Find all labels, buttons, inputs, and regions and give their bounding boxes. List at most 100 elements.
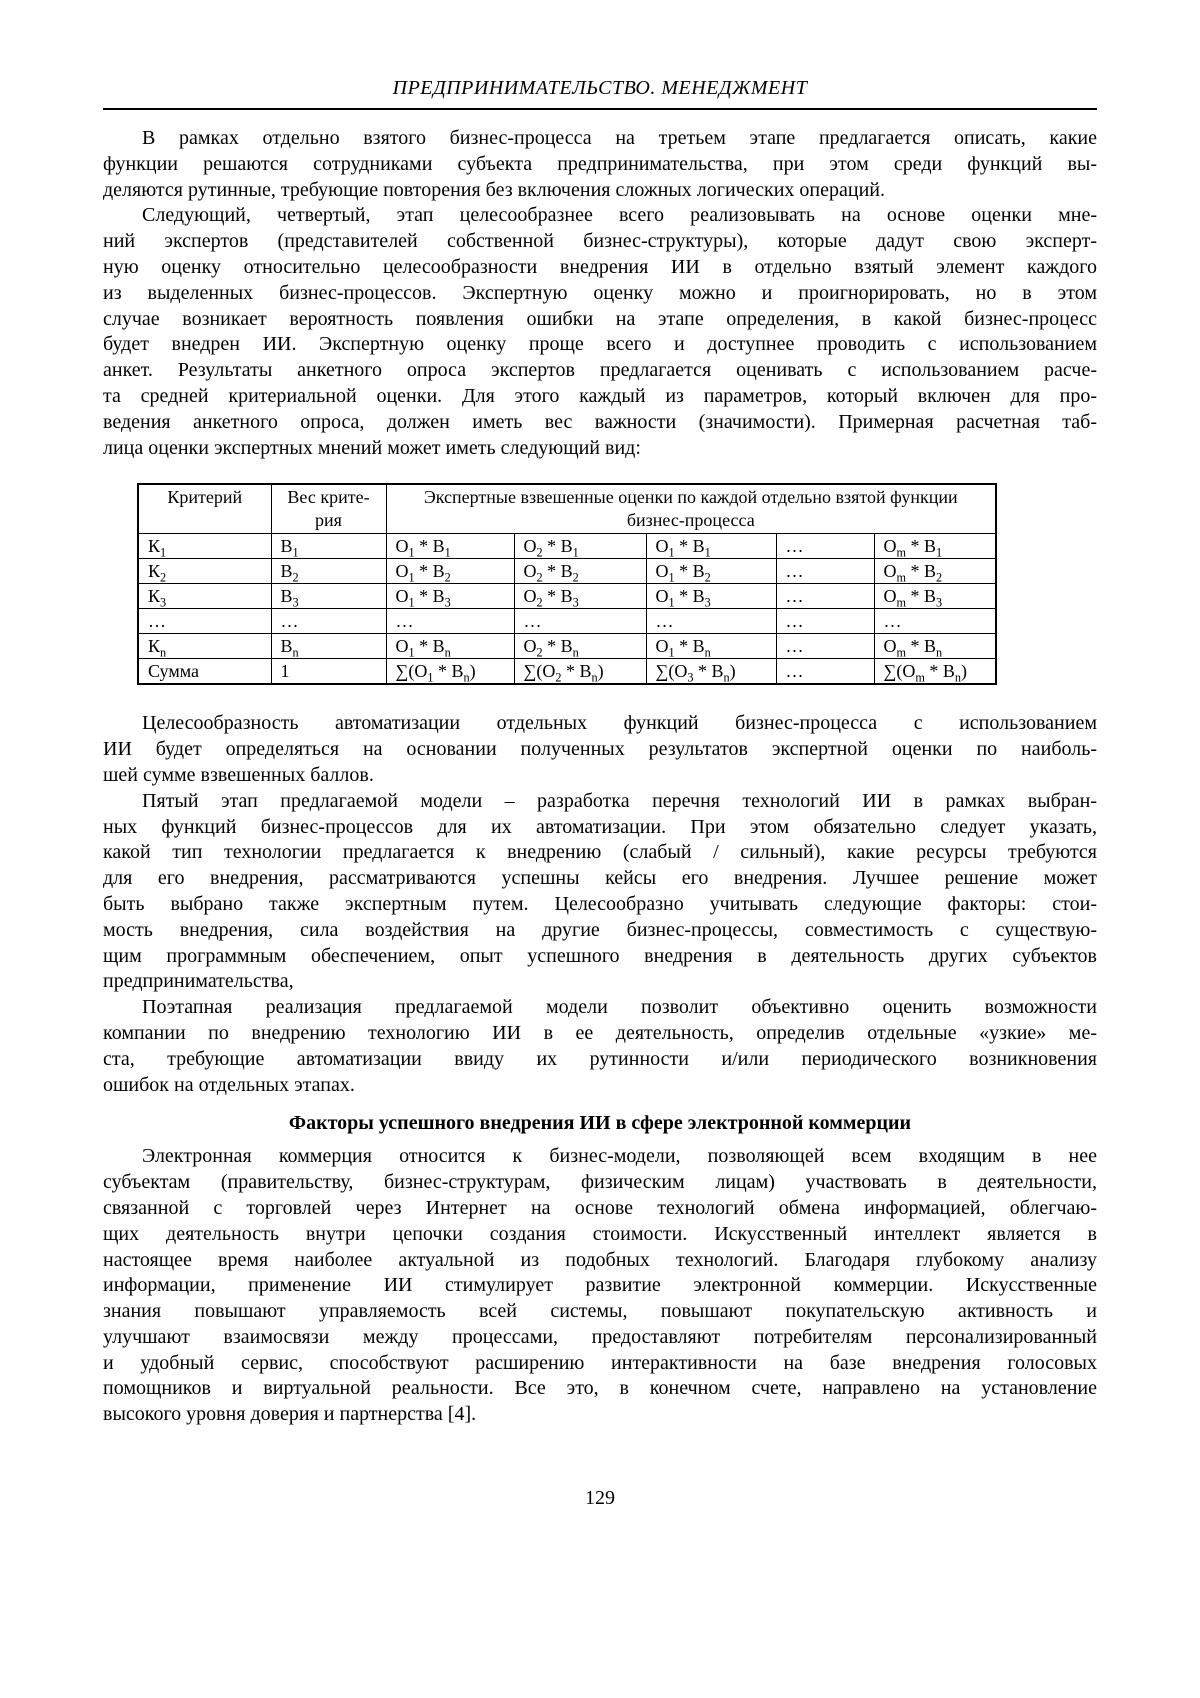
table-row: Кn Вn О1 * Вn О2 * Вn О1 * Вn… Оm * Вn bbox=[137, 633, 997, 660]
body-line: мость внедрения, сила воздействия на дру… bbox=[103, 918, 1097, 941]
table-cell: ∑(О2 * Вn) bbox=[513, 658, 647, 685]
body-line: Пятый этап предлагаемой модели – разрабо… bbox=[142, 789, 1097, 812]
body-line: Следующий, четвертый, этап целесообразне… bbox=[142, 204, 1097, 227]
col-header-criterion: Критерий bbox=[137, 483, 272, 535]
body-line: компании по внедрению технологию ИИ в ее… bbox=[103, 1021, 1097, 1044]
body-line: ных функций бизнес-процессов для их авто… bbox=[103, 815, 1097, 838]
body-line: высокого уровня доверия и партнерства [4… bbox=[103, 1403, 477, 1426]
table-cell: О2 * В3 bbox=[513, 583, 647, 610]
table-row: К2 В2 О1 * В2 О2 * В2 О1 * В2… Оm * В2 bbox=[137, 558, 997, 585]
table-cell: … bbox=[775, 658, 875, 685]
table-row: К1 В1 О1 * В1 О2 * В1 О1 * В1… Оm * В1 bbox=[137, 533, 997, 560]
body-line: информации, применение ИИ стимулирует ра… bbox=[103, 1274, 1097, 1297]
table-cell: ∑(О1 * Вn) bbox=[385, 658, 515, 685]
col-header-weight-line: Вес крите- bbox=[287, 487, 370, 508]
table-cell: Оm * В1 bbox=[873, 533, 997, 560]
body-line: предпринимательства, bbox=[103, 970, 294, 993]
paragraph: Пятый этап предлагаемой модели – разрабо… bbox=[103, 789, 1097, 995]
body-line: связанной с торговлей через Интернет на … bbox=[103, 1196, 1097, 1219]
body-line: Целесообразность автоматизации отдельных… bbox=[142, 712, 1097, 735]
col-header-expert-line: бизнес-процесса bbox=[626, 510, 755, 531]
table-cell: О2 * Вn bbox=[513, 633, 647, 660]
body-line: из выделенных бизнес-процессов. Экспертн… bbox=[103, 281, 1097, 304]
table-cell: О1 * Вn bbox=[645, 633, 777, 660]
header-rule bbox=[103, 108, 1097, 110]
table-cell: … bbox=[137, 608, 272, 635]
table-cell: О1 * В1 bbox=[385, 533, 515, 560]
body-line: будет внедрен ИИ. Экспертную оценку прощ… bbox=[103, 333, 1097, 356]
table-cell: Оm * В2 bbox=[873, 558, 997, 585]
table-cell: О1 * В2 bbox=[385, 558, 515, 585]
table-row: К3 В3 О1 * В3 О2 * В3 О1 * В3… Оm * В3 bbox=[137, 583, 997, 610]
table-cell: О1 * Вn bbox=[385, 633, 515, 660]
table-cell: О2 * В2 bbox=[513, 558, 647, 585]
body-line: щим программным обеспечением, опыт успеш… bbox=[103, 944, 1097, 967]
table-cell: Сумма bbox=[137, 658, 272, 685]
expert-scores-table: Критерий Вес крите- рия Экспертные взвеш… bbox=[137, 483, 998, 686]
paragraph: Следующий, четвертый, этап целесообразне… bbox=[103, 203, 1097, 461]
table-cell: К3 bbox=[137, 583, 272, 610]
table-cell: Вn bbox=[270, 633, 387, 660]
body-line: для его внедрения, рассматриваются успеш… bbox=[103, 867, 1097, 890]
paragraph: В рамках отдельно взятого бизнес-процесс… bbox=[103, 126, 1097, 203]
body-line: Поэтапная реализация предлагаемой модели… bbox=[142, 996, 1097, 1019]
table-cell: В1 bbox=[270, 533, 387, 560]
col-header-weight: Вес крите- рия bbox=[270, 483, 387, 535]
body-line: ИИ будет определяться на основании получ… bbox=[103, 738, 1097, 761]
body-line: ную оценку относительно целесообразности… bbox=[103, 255, 1097, 278]
running-head: ПРЕДПРИНИМАТЕЛЬСТВО. МЕНЕДЖМЕНТ bbox=[103, 76, 1097, 110]
body-line: ний экспертов (представителей собственно… bbox=[103, 230, 1097, 253]
table-cell: ∑(Оm * Вn) bbox=[873, 658, 997, 685]
page-number: 129 bbox=[585, 1487, 615, 1509]
body-line: улучшают взаимосвязи между процессами, п… bbox=[103, 1325, 1097, 1348]
table-cell: ∑(О3 * Вn) bbox=[645, 658, 777, 685]
body-line: анкет. Результаты анкетного опроса экспе… bbox=[103, 359, 1097, 382]
col-header-expert-line: Экспертные взвешенные оценки по каждой о… bbox=[423, 487, 958, 508]
table-cell: … bbox=[775, 608, 875, 635]
table-cell: … bbox=[775, 583, 875, 610]
table-cell: … bbox=[385, 608, 515, 635]
body-line: знания повышают управляемость всей систе… bbox=[103, 1300, 1097, 1323]
body-line: лица оценки экспертных мнений может имет… bbox=[103, 436, 641, 459]
table-body: К1 В1 О1 * В1 О2 * В1 О1 * В1… Оm * В1 К2 В2 О1 … bbox=[137, 533, 997, 685]
paragraph: Целесообразность автоматизации отдельных… bbox=[103, 711, 1097, 788]
col-header-criterion-label: Критерий bbox=[167, 487, 243, 508]
col-header-weight-line: рия bbox=[315, 510, 342, 531]
table-header-row: Критерий Вес крите- рия Экспертные взвеш… bbox=[137, 483, 997, 535]
body-line: ведения анкетного опроса, должен иметь в… bbox=[103, 410, 1097, 433]
body-line: быть выбрано также экспертным путем. Цел… bbox=[103, 892, 1097, 915]
table-cell: Оm * Вn bbox=[873, 633, 997, 660]
body-line: случае возникает вероятность появления о… bbox=[103, 307, 1097, 330]
table-cell: … bbox=[645, 608, 777, 635]
table-row: Сумма 1 ∑(О1 * Вn) ∑(О2 * Вn) ∑(О3 * Вn)… ∑(О… bbox=[137, 658, 997, 685]
body-line: ста, требующие автоматизации ввиду их ру… bbox=[103, 1047, 1097, 1070]
body-line: деляются рутинные, требующие повторения … bbox=[103, 178, 885, 201]
table-cell: О1 * В3 bbox=[385, 583, 515, 610]
table-cell: … bbox=[775, 533, 875, 560]
body-line: помощников и виртуальной реальности. Все… bbox=[103, 1377, 1097, 1400]
paragraph: Поэтапная реализация предлагаемой модели… bbox=[103, 995, 1097, 1098]
body-line: Электронная коммерция относится к бизнес… bbox=[142, 1145, 1097, 1168]
body-line: В рамках отдельно взятого бизнес-процесс… bbox=[142, 127, 1097, 149]
journal-section-title: ПРЕДПРИНИМАТЕЛЬСТВО. МЕНЕДЖМЕНТ bbox=[392, 77, 808, 99]
table-cell: О2 * В1 bbox=[513, 533, 647, 560]
table-cell: О1 * В3 bbox=[645, 583, 777, 610]
table-cell: В2 bbox=[270, 558, 387, 585]
body-line: та средней критериальной оценки. Для это… bbox=[103, 384, 1097, 407]
table-cell: … bbox=[270, 608, 387, 635]
table-cell: К2 bbox=[137, 558, 272, 585]
table-cell: … bbox=[775, 558, 875, 585]
table-row: ………………… bbox=[137, 608, 997, 635]
table-cell: О1 * В2 bbox=[645, 558, 777, 585]
table-cell: 1 bbox=[270, 658, 387, 685]
table-cell: Оm * В3 bbox=[873, 583, 997, 610]
table-cell: О1 * В1 bbox=[645, 533, 777, 560]
table-cell: Кn bbox=[137, 633, 272, 660]
body-line: какой тип технологии предлагается к внед… bbox=[103, 841, 1097, 864]
table-cell: … bbox=[775, 633, 875, 660]
table-cell: … bbox=[873, 608, 997, 635]
table-cell: В3 bbox=[270, 583, 387, 610]
table-cell: К1 bbox=[137, 533, 272, 560]
body-line: функции решаются сотрудниками субъекта п… bbox=[103, 152, 1097, 175]
